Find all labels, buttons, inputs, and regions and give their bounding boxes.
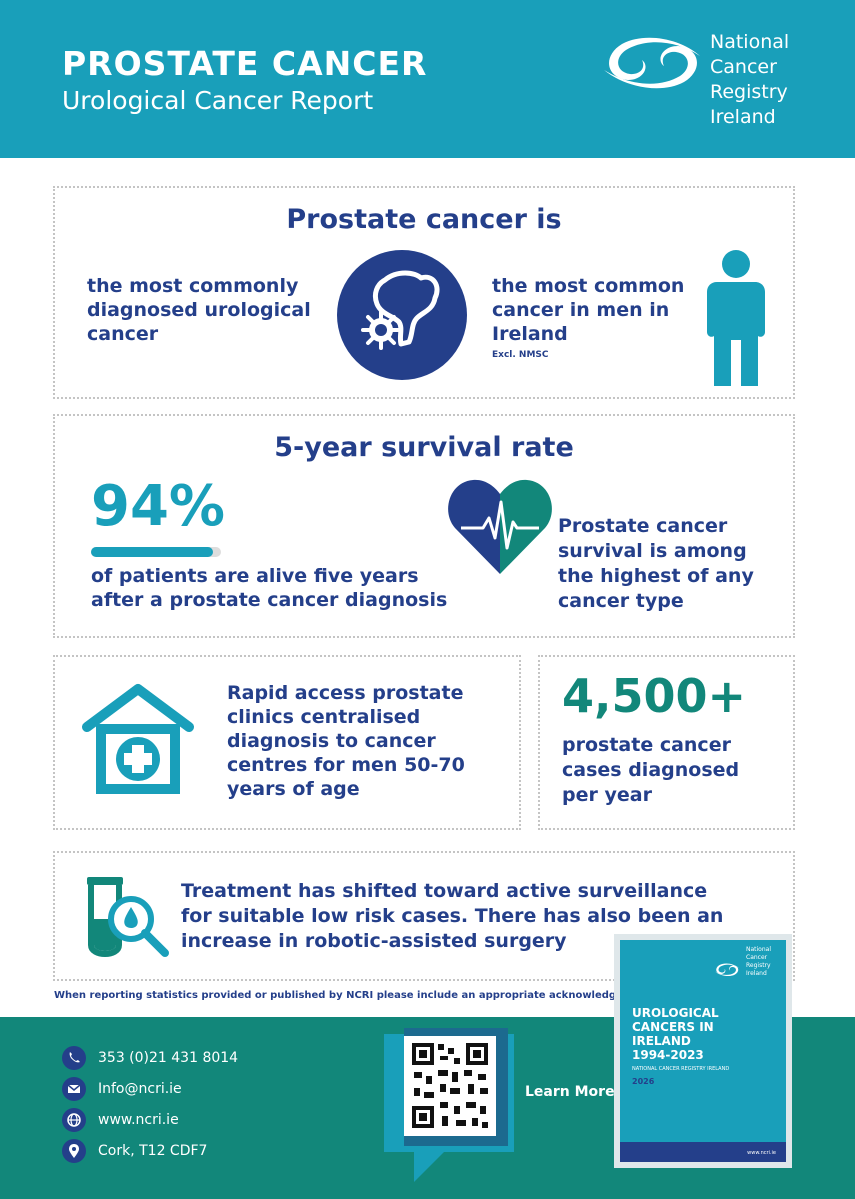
cover-logo-text: National Cancer Registry Ireland <box>746 946 772 977</box>
most-diagnosed-text: the most commonly diagnosed urological c… <box>87 275 311 345</box>
ncri-logo-icon <box>604 37 700 89</box>
postal-address: Cork, T12 CDF7 <box>98 1143 208 1159</box>
email-address: Info@ncri.ie <box>98 1081 182 1097</box>
phone-icon <box>62 1046 86 1070</box>
test-tube-magnifier-icon <box>87 877 169 957</box>
cover-bottom-bar <box>620 1142 786 1162</box>
section-heading: 5-year survival rate <box>274 432 574 463</box>
globe-icon <box>62 1108 86 1132</box>
hospital-house-icon <box>82 684 194 794</box>
location-pin-icon <box>62 1139 86 1163</box>
header-banner: PROSTATE CANCER Urological Cancer Report… <box>0 0 855 158</box>
cases-stat: 4,500+ <box>562 669 747 723</box>
survival-highlight-text: Prostate cancer survival is among the hi… <box>558 515 754 612</box>
prostate-organ-icon <box>337 250 467 380</box>
contact-website[interactable]: www.ncri.ie <box>62 1108 179 1132</box>
cover-logo-icon <box>715 963 739 977</box>
cases-per-year-panel: 4,500+ prostate cancer cases diagnosed p… <box>538 655 795 830</box>
nmsc-note: Excl. NMSC <box>492 350 549 360</box>
rapid-access-panel: Rapid access prostate clinics centralise… <box>53 655 521 830</box>
survival-percent: 94% <box>91 474 226 539</box>
cover-url: www.ncri.ie <box>747 1150 776 1156</box>
cases-description: prostate cancer cases diagnosed per year <box>562 734 740 806</box>
website-url: www.ncri.ie <box>98 1112 179 1128</box>
page-subtitle: Urological Cancer Report <box>62 86 374 115</box>
contact-address: Cork, T12 CDF7 <box>62 1139 207 1163</box>
ncri-logo-text: National Cancer Registry Ireland <box>710 31 790 128</box>
section-heading: Prostate cancer is <box>286 204 562 235</box>
prostate-cancer-is-panel: Prostate cancer is the most commonly dia… <box>53 186 795 399</box>
mail-icon <box>62 1077 86 1101</box>
acknowledgement-note: When reporting statistics provided or pu… <box>54 990 652 1001</box>
survival-progress-fill <box>91 547 214 557</box>
survival-rate-panel: 5-year survival rate 94% of patients are… <box>53 414 795 638</box>
survival-description: of patients are alive five years after a… <box>91 565 448 611</box>
contact-phone[interactable]: 353 (0)21 431 8014 <box>62 1046 238 1070</box>
treatment-text: Treatment has shifted toward active surv… <box>181 880 724 952</box>
learn-more-link[interactable]: Learn More <box>525 1084 615 1100</box>
contact-email[interactable]: Info@ncri.ie <box>62 1077 182 1101</box>
report-cover-thumbnail[interactable]: National Cancer Registry Ireland UROLOGI… <box>620 940 786 1162</box>
cover-org: NATIONAL CANCER REGISTRY IRELAND <box>632 1066 730 1072</box>
heart-pulse-icon <box>448 479 552 574</box>
phone-number: 353 (0)21 431 8014 <box>98 1050 239 1066</box>
rapid-access-text: Rapid access prostate clinics centralise… <box>227 682 465 800</box>
qr-code-bubble-icon[interactable] <box>384 1026 514 1184</box>
cover-title: UROLOGICAL CANCERS IN IRELAND 1994-2023 <box>632 1006 719 1062</box>
man-figure-icon <box>707 250 765 386</box>
survival-progress-bar <box>91 547 221 557</box>
page-title: PROSTATE CANCER <box>62 44 428 83</box>
most-common-in-men-text: the most common cancer in men in Ireland <box>492 275 685 345</box>
cover-year: 2026 <box>632 1077 655 1086</box>
